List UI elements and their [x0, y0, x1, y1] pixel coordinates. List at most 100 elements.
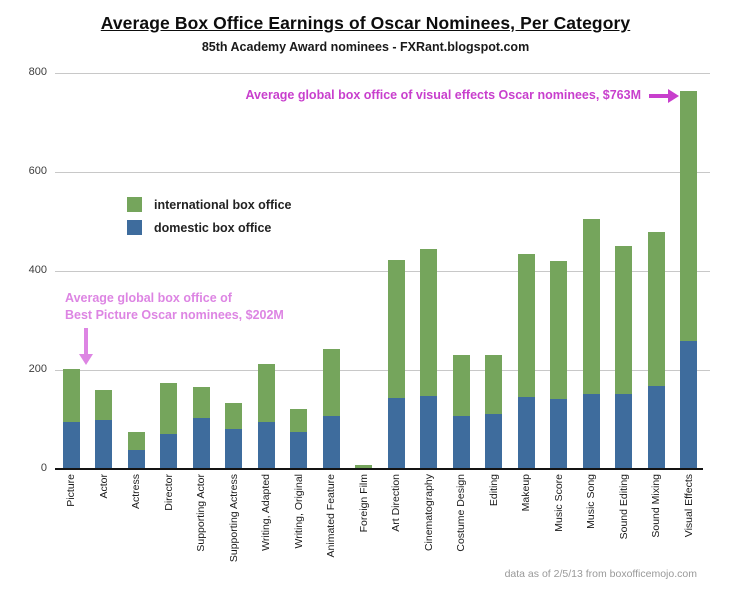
x-tick-label: Picture [65, 474, 78, 507]
gridline-600 [55, 172, 710, 173]
bar-segment-domestic [615, 393, 633, 469]
x-tick-label: Actress [130, 474, 143, 510]
bar-foreign-film [348, 73, 381, 469]
chart-subtitle: 85th Academy Award nominees - FXRant.blo… [201, 40, 530, 54]
bar-segment-international [680, 91, 698, 342]
bar-segment-international [485, 354, 503, 414]
legend-item-domestic: domestic box office [127, 220, 292, 235]
bar-segment-domestic [420, 395, 438, 469]
x-tick-label: Actor [97, 474, 110, 499]
bar-costume-design [445, 73, 478, 469]
right-arrow-head-icon [668, 89, 679, 103]
bar-segment-international [160, 383, 178, 435]
y-tick-label-200: 200 [28, 363, 47, 375]
annotation-best-picture-line1: Average global box office of [65, 291, 232, 305]
bar-supporting-actress [218, 73, 251, 469]
down-arrow-icon [84, 328, 88, 355]
bar-segment-international [355, 465, 373, 469]
bar-segment-domestic [322, 416, 340, 469]
bar-segment-international [225, 402, 243, 430]
bar-segment-domestic [582, 394, 600, 469]
x-tick-label: Makeup [520, 474, 533, 512]
bar-segment-international [257, 364, 275, 423]
x-tick-label: Animated Feature [325, 474, 338, 558]
bar-actress [120, 73, 153, 469]
x-tick-label: Writing, Original [292, 474, 305, 549]
x-tick-label: Director [162, 474, 175, 511]
bar-music-song [575, 73, 608, 469]
plot-area [55, 73, 710, 470]
gridline-200 [55, 370, 710, 371]
bar-segment-domestic [225, 429, 243, 469]
bars-row [55, 73, 705, 469]
bar-writing-original [283, 73, 316, 469]
y-tick-label-800: 800 [28, 66, 47, 78]
bar-segment-international [95, 389, 113, 420]
legend-label-international: international box office [154, 197, 292, 212]
bar-segment-domestic [192, 418, 210, 469]
bar-segment-domestic [550, 399, 568, 469]
bar-sound-editing [608, 73, 641, 469]
x-tick-label: Sound Editing [617, 474, 630, 540]
bar-segment-domestic [517, 396, 535, 469]
bar-sound-mixing [640, 73, 673, 469]
right-arrow-icon [649, 94, 670, 98]
legend-label-domestic: domestic box office [154, 220, 272, 235]
bar-segment-domestic [485, 413, 503, 469]
bar-segment-international [387, 260, 405, 398]
x-tick-label: Cinematography [422, 474, 435, 552]
bar-director [153, 73, 186, 469]
bar-segment-international [290, 408, 308, 433]
bar-segment-domestic [127, 450, 145, 469]
bar-supporting-actor [185, 73, 218, 469]
x-axis-line [55, 468, 703, 470]
x-tick-label: Costume Design [455, 474, 468, 552]
bar-segment-domestic [647, 386, 665, 469]
bar-editing [478, 73, 511, 469]
x-tick-label: Visual Effects [682, 474, 695, 538]
x-tick-label: Foreign Film [357, 474, 370, 533]
bar-picture [55, 73, 88, 469]
bar-segment-international [452, 355, 470, 417]
bar-segment-domestic [290, 432, 308, 469]
x-tick-label: Sound Mixing [650, 474, 663, 538]
bar-segment-international [517, 253, 535, 397]
gridline-800 [55, 73, 710, 74]
down-arrow-head-icon [79, 354, 93, 365]
bar-segment-domestic [95, 419, 113, 469]
bar-writing-adapted [250, 73, 283, 469]
domestic-swatch-icon [127, 220, 142, 235]
bar-segment-domestic [680, 341, 698, 469]
bar-segment-international [62, 369, 80, 422]
x-tick-label: Supporting Actor [195, 474, 208, 552]
y-tick-label-0: 0 [40, 462, 47, 474]
bar-actor [88, 73, 121, 469]
x-tick-label: Editing [487, 474, 500, 507]
bar-animated-feature [315, 73, 348, 469]
bar-music-score [543, 73, 576, 469]
legend-item-international: international box office [127, 197, 292, 212]
x-tick-label: Supporting Actress [227, 474, 240, 563]
bar-segment-international [615, 246, 633, 394]
bar-segment-domestic [62, 421, 80, 469]
legend: international box office domestic box of… [127, 197, 292, 243]
bar-cinematography [413, 73, 446, 469]
annotation-best-picture-line2: Best Picture Oscar nominees, $202M [65, 308, 284, 322]
bar-segment-international [582, 219, 600, 395]
x-tick-label: Music Song [585, 474, 598, 529]
annotation-vfx: Average global box office of visual effe… [245, 88, 641, 102]
data-source-note: data as of 2/5/13 from boxofficemojo.com [504, 568, 697, 580]
y-tick-label-600: 600 [28, 165, 47, 177]
bar-segment-domestic [452, 416, 470, 469]
bar-visual-effects [673, 73, 706, 469]
bar-segment-international [127, 431, 145, 451]
x-tick-label: Art Direction [390, 474, 403, 532]
bar-segment-domestic [160, 434, 178, 469]
bar-makeup [510, 73, 543, 469]
bar-segment-domestic [387, 397, 405, 469]
bar-segment-international [550, 261, 568, 400]
x-tick-label: Music Score [552, 474, 565, 532]
bar-segment-international [647, 232, 665, 387]
bar-segment-international [322, 348, 340, 417]
